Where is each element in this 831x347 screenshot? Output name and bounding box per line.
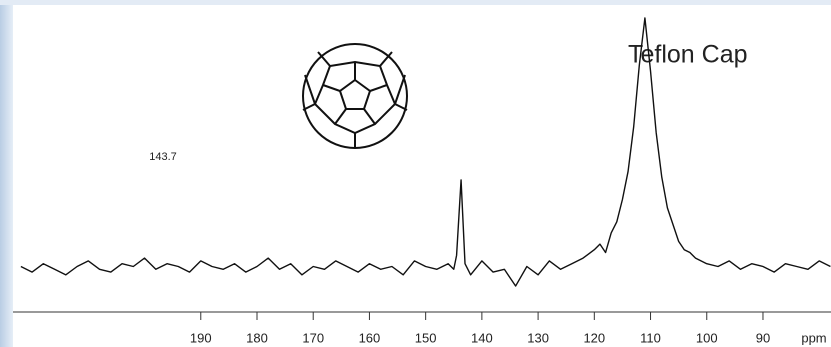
- x-tick-label: 130: [527, 330, 549, 345]
- x-axis-label: ppm: [801, 330, 826, 345]
- x-tick-label: 170: [302, 330, 324, 345]
- x-tick-label: 160: [359, 330, 381, 345]
- side-strip: [0, 0, 13, 347]
- x-tick-label: 180: [246, 330, 268, 345]
- x-tick-label: 100: [696, 330, 718, 345]
- x-tick-label: 140: [471, 330, 493, 345]
- annotation: Teflon Cap: [628, 41, 748, 69]
- x-tick-label: 120: [583, 330, 605, 345]
- top-strip: [0, 0, 831, 5]
- spectrum-line: [20, 17, 831, 287]
- x-tick-label: 150: [415, 330, 437, 345]
- buckyball: [302, 43, 408, 149]
- x-tick-label: 90: [756, 330, 770, 345]
- x-tick-label: 110: [640, 330, 661, 345]
- peak-label: 143.7: [149, 151, 177, 163]
- x-tick-label: 190: [190, 330, 212, 345]
